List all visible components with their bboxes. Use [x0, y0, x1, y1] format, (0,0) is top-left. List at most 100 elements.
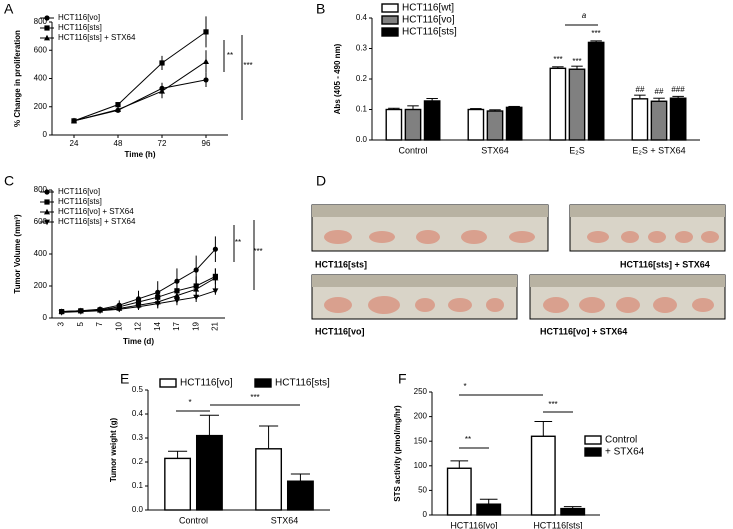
ruler: [530, 275, 725, 287]
annotation: a: [582, 11, 587, 20]
legend-label: HCT116[sts] + STX64: [58, 217, 136, 226]
y-tick-label: 0.2: [356, 74, 368, 83]
y-axis-label: Abs (405 - 490 nm): [333, 43, 342, 114]
x-tick-label: 3: [57, 321, 66, 326]
bar: [587, 41, 605, 141]
y-tick-label: 600: [34, 45, 48, 54]
marker: [173, 298, 180, 304]
bar: [650, 100, 668, 141]
marker: [115, 102, 121, 108]
annotation: ##: [636, 85, 645, 94]
legend-label: HCT116[sts]: [402, 27, 457, 38]
x-tick-label: 10: [114, 321, 123, 330]
legend-label: HCT116[sts] + STX64: [58, 33, 136, 42]
bar: [423, 100, 441, 141]
marker: [193, 286, 200, 292]
legend-marker: [44, 15, 50, 21]
panel-label: B: [316, 1, 325, 17]
marker: [212, 274, 219, 281]
legend-label: HCT116[vo]: [58, 187, 100, 196]
marker: [116, 306, 123, 313]
y-tick-label: 150: [414, 436, 428, 445]
legend-label: HCT116[sts]: [275, 378, 330, 389]
y-axis-label: STS activity (pmol/mg/hr): [393, 405, 402, 502]
y-axis-label: Tumor Volume (mm³): [13, 214, 22, 294]
y-tick-label: 800: [34, 17, 48, 26]
annotation: ***: [591, 29, 600, 38]
x-tick-label: 24: [70, 139, 79, 148]
marker: [193, 267, 199, 273]
x-tick-label: 19: [191, 321, 200, 330]
x-tick-label: HCT116[sts]: [533, 520, 582, 529]
marker: [203, 77, 209, 83]
series-line: [73, 31, 207, 122]
y-tick-label: 400: [34, 74, 48, 83]
y-tick-label: 100: [414, 461, 428, 470]
marker: [193, 294, 200, 301]
y-tick-label: 0: [423, 510, 428, 519]
x-tick-label: 21: [210, 321, 219, 330]
marker: [97, 308, 104, 314]
photo-caption: HCT116[vo]: [315, 326, 365, 336]
annotation: ##: [655, 87, 664, 96]
annotation: ***: [572, 57, 581, 66]
y-tick-label: 0.1: [132, 481, 144, 490]
bar: [486, 110, 504, 141]
legend-label: HCT116[vo] + STX64: [58, 207, 134, 216]
ruler: [570, 205, 725, 217]
x-axis-label: Time (d): [123, 337, 154, 346]
annotation: **: [235, 238, 241, 247]
y-tick-label: 250: [414, 387, 428, 396]
legend-swatch: [381, 3, 399, 13]
bar: [164, 457, 192, 511]
bar: [195, 434, 223, 511]
bar: [286, 480, 314, 511]
legend-label: HCT116[vo]: [402, 15, 455, 26]
x-tick-label: 17: [172, 321, 181, 330]
photo-caption: HCT116[sts] + STX64: [620, 259, 710, 269]
legend-marker: [44, 25, 50, 31]
legend-marker: [44, 208, 50, 215]
marker: [159, 88, 165, 94]
x-tick-label: 72: [158, 139, 167, 148]
legend-label: HCT116[wt]: [402, 3, 454, 14]
legend-label: HCT116[vo]: [180, 378, 233, 389]
x-tick-label: 5: [76, 321, 85, 326]
bar: [446, 467, 472, 516]
bar: [549, 67, 567, 141]
x-tick-label: 7: [95, 321, 104, 326]
x-tick-label: STX64: [271, 515, 299, 525]
marker: [203, 58, 209, 64]
bar: [530, 435, 556, 516]
y-tick-label: 50: [418, 486, 427, 495]
y-tick-label: 0.3: [132, 433, 144, 442]
annotation: ***: [253, 247, 262, 256]
annotation: *: [188, 398, 191, 407]
y-tick-label: 0.0: [356, 135, 368, 144]
annotation: ***: [250, 393, 259, 402]
y-tick-label: 0.5: [132, 385, 144, 394]
y-tick-label: 0.0: [132, 505, 144, 514]
x-tick-label: 12: [134, 321, 143, 330]
x-tick-label: 96: [202, 139, 211, 148]
annotation: ***: [243, 61, 252, 70]
legend-swatch: [584, 447, 602, 457]
legend-label: Control: [605, 435, 637, 446]
legend-label: + STX64: [605, 447, 645, 458]
marker: [135, 304, 142, 310]
y-tick-label: 200: [34, 102, 48, 111]
y-axis-label: % Change in proliferation: [13, 30, 22, 127]
y-tick-label: 200: [34, 281, 48, 290]
y-axis-label: Tumor weight (g): [109, 418, 118, 483]
marker: [71, 117, 77, 124]
annotation: *: [463, 382, 466, 391]
marker: [115, 106, 121, 112]
bar: [385, 108, 403, 141]
marker: [212, 246, 218, 252]
marker: [174, 278, 180, 284]
x-axis-label: Time (h): [125, 150, 156, 159]
bar: [568, 68, 586, 141]
ruler: [312, 275, 517, 287]
panel-label: F: [398, 371, 407, 387]
